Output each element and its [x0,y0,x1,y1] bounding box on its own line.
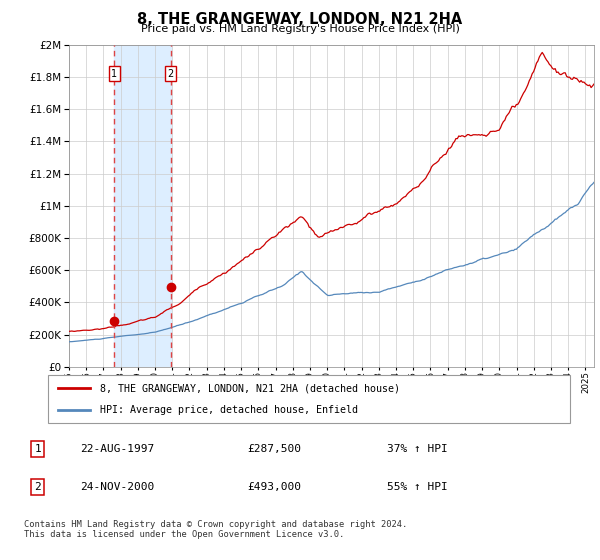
Text: 1: 1 [35,444,41,454]
Text: 2: 2 [35,482,41,492]
Text: 8, THE GRANGEWAY, LONDON, N21 2HA (detached house): 8, THE GRANGEWAY, LONDON, N21 2HA (detac… [100,383,400,393]
Text: £287,500: £287,500 [247,444,301,454]
Text: 22-AUG-1997: 22-AUG-1997 [80,444,154,454]
Text: 24-NOV-2000: 24-NOV-2000 [80,482,154,492]
FancyBboxPatch shape [48,375,570,423]
Text: 8, THE GRANGEWAY, LONDON, N21 2HA: 8, THE GRANGEWAY, LONDON, N21 2HA [137,12,463,27]
Bar [115,45,170,367]
Text: 1: 1 [112,69,118,79]
Text: £493,000: £493,000 [247,482,301,492]
Text: 55% ↑ HPI: 55% ↑ HPI [387,482,448,492]
Text: 37% ↑ HPI: 37% ↑ HPI [387,444,448,454]
Text: Price paid vs. HM Land Registry's House Price Index (HPI): Price paid vs. HM Land Registry's House … [140,24,460,34]
Text: HPI: Average price, detached house, Enfield: HPI: Average price, detached house, Enfi… [100,405,358,415]
Text: 2: 2 [167,69,173,79]
Text: Contains HM Land Registry data © Crown copyright and database right 2024.
This d: Contains HM Land Registry data © Crown c… [24,520,407,539]
